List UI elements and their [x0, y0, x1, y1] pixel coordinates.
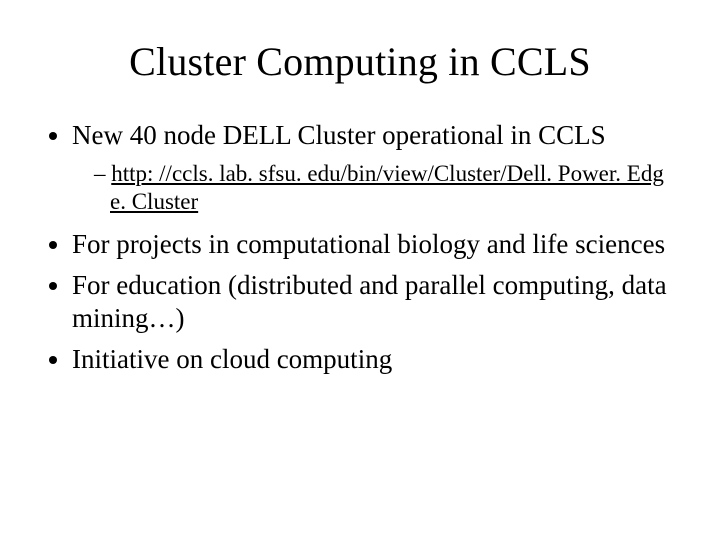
bullet-text: New 40 node DELL Cluster operational in …: [72, 120, 606, 150]
cluster-url-link[interactable]: http: //ccls. lab. sfsu. edu/bin/view/Cl…: [110, 161, 664, 214]
slide-title: Cluster Computing in CCLS: [44, 38, 676, 85]
sub-bullet-item: http: //ccls. lab. sfsu. edu/bin/view/Cl…: [94, 160, 676, 216]
bullet-list: New 40 node DELL Cluster operational in …: [44, 119, 676, 376]
bullet-item-2: For projects in computational biology an…: [72, 228, 676, 261]
bullet-item-3: For education (distributed and parallel …: [72, 269, 676, 335]
bullet-text: Initiative on cloud computing: [72, 344, 392, 374]
sub-bullet-list: http: //ccls. lab. sfsu. edu/bin/view/Cl…: [72, 160, 676, 216]
slide: Cluster Computing in CCLS New 40 node DE…: [0, 0, 720, 540]
bullet-text: For education (distributed and parallel …: [72, 270, 667, 333]
bullet-item-1: New 40 node DELL Cluster operational in …: [72, 119, 676, 216]
bullet-item-4: Initiative on cloud computing: [72, 343, 676, 376]
bullet-text: For projects in computational biology an…: [72, 229, 665, 259]
